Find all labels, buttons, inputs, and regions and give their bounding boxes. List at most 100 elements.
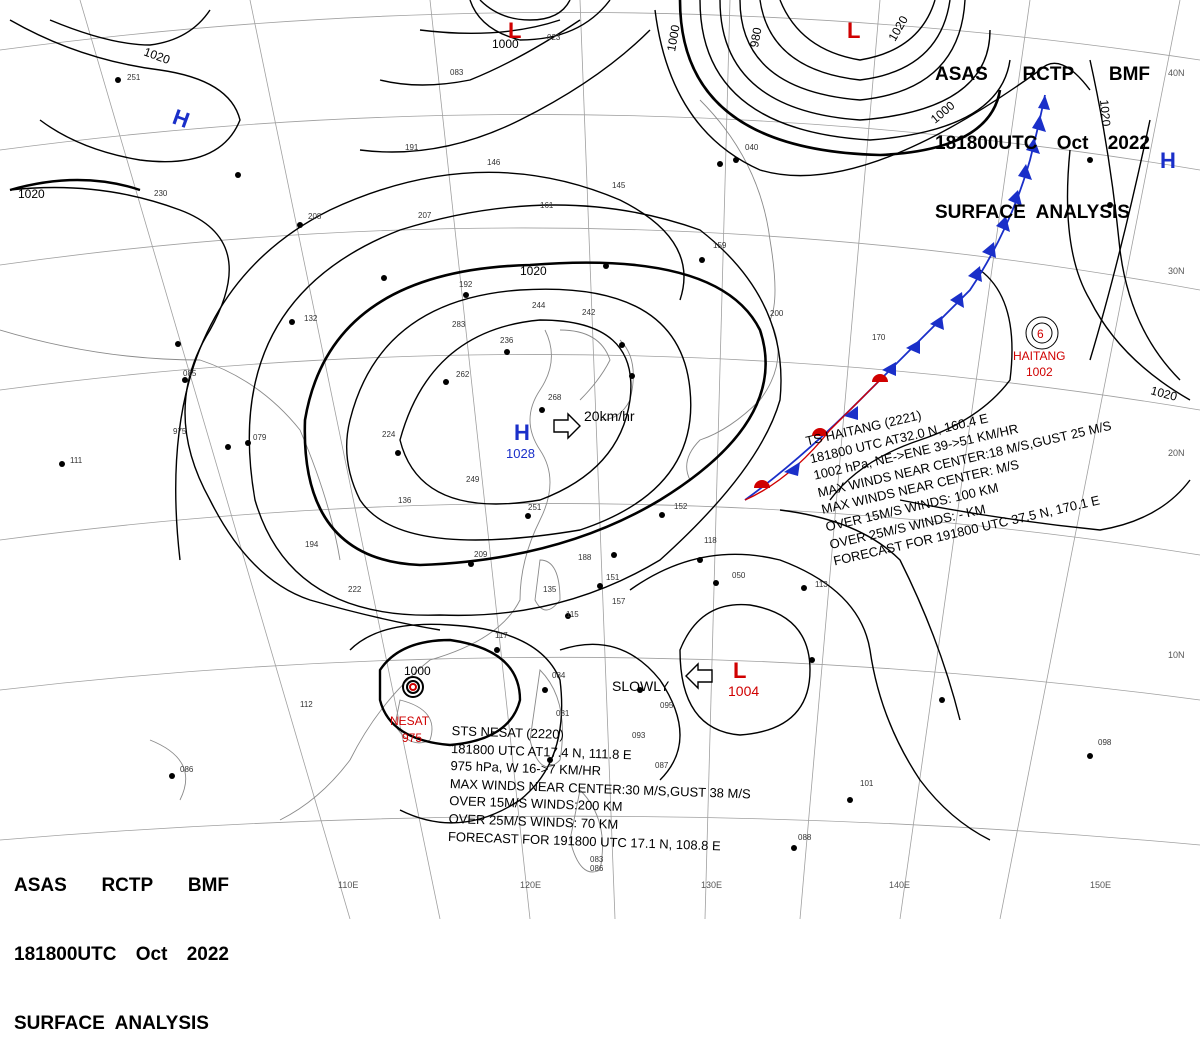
isobar-label: 1020 bbox=[18, 187, 45, 201]
high-pressure-icon: H bbox=[1160, 148, 1176, 173]
isobar-1024 bbox=[346, 288, 692, 541]
station-value: 268 bbox=[548, 393, 562, 402]
isobar-labels: 1000 1020 980 1000 1020 1020 1020 1020 1… bbox=[18, 13, 1179, 404]
station-value: 157 bbox=[612, 597, 626, 606]
lon-label: 150E bbox=[1090, 880, 1111, 890]
tropical-storm-icon: 6 bbox=[1025, 316, 1059, 350]
isobar-nw-top bbox=[9, 19, 241, 163]
station-value: 151 bbox=[606, 573, 620, 582]
station-value: 230 bbox=[154, 189, 168, 198]
station-value: 975 bbox=[173, 427, 187, 436]
low-pressure-icon: L bbox=[847, 18, 861, 43]
station-value: 146 bbox=[487, 158, 501, 167]
svg-text:6: 6 bbox=[1037, 327, 1044, 341]
nesat-center-isobar: 1000 bbox=[404, 664, 431, 678]
station-value: 083 bbox=[590, 855, 604, 864]
station-value: 095 bbox=[660, 701, 674, 710]
high-pressure-icon: H bbox=[514, 420, 530, 445]
station-value: 112 bbox=[300, 700, 313, 709]
station-value: 192 bbox=[459, 280, 473, 289]
lat-label: 10N bbox=[1168, 650, 1185, 660]
nesat-name: NESAT bbox=[390, 714, 430, 728]
station-values: 023 083 191 207 146 161 145 192 244 242 … bbox=[70, 33, 1112, 873]
station-value: 023 bbox=[547, 33, 561, 42]
isobar-1012 bbox=[175, 171, 685, 561]
station-value: 262 bbox=[456, 370, 470, 379]
station-value: 101 bbox=[860, 779, 874, 788]
station-value: 115 bbox=[566, 610, 579, 619]
haitang-pressure: 1002 bbox=[1026, 365, 1053, 379]
header-title: SURFACE ANALYSIS bbox=[935, 202, 1130, 223]
lat-lon-labels: 110E 120E 130E 140E 150E 10N 20N 30N 40N bbox=[338, 68, 1185, 890]
isobar-1020-nw bbox=[9, 178, 141, 192]
station-value: 251 bbox=[528, 503, 542, 512]
station-value: 209 bbox=[474, 550, 488, 559]
station-value: 086 bbox=[590, 864, 604, 873]
isobar-label: 1000 bbox=[664, 23, 682, 52]
low-pressure-value: 1004 bbox=[728, 683, 760, 699]
isobar-label: 1020 bbox=[520, 264, 547, 278]
isobar-1020 bbox=[303, 261, 767, 567]
station-value: 117 bbox=[495, 631, 508, 640]
station-value: 251 bbox=[127, 73, 141, 82]
station-value: 194 bbox=[305, 540, 319, 549]
station-value: 132 bbox=[304, 314, 318, 323]
station-value: 236 bbox=[500, 336, 514, 345]
high-pressure-value: 1028 bbox=[506, 446, 535, 461]
low-motion-label: SLOWLY bbox=[612, 678, 670, 694]
station-value: 083 bbox=[450, 68, 464, 77]
station-value: 242 bbox=[582, 308, 596, 317]
header-year: 2022 bbox=[1107, 133, 1150, 154]
lon-label: 120E bbox=[520, 880, 541, 890]
station-value: 079 bbox=[253, 433, 267, 442]
station-value: 159 bbox=[713, 241, 727, 250]
lat-lon-grid bbox=[0, 0, 1200, 919]
isobar-1028-inner bbox=[399, 319, 632, 505]
station-value: 136 bbox=[398, 496, 412, 505]
station-value: 118 bbox=[704, 536, 717, 545]
station-value: 244 bbox=[532, 301, 546, 310]
header-row: ASAS RCTP BMF bbox=[14, 874, 229, 897]
station-value: 111 bbox=[70, 456, 83, 465]
station-value: 152 bbox=[674, 502, 688, 511]
low-pressure-icon: L bbox=[508, 18, 522, 43]
nesat-advisory: STS NESAT (2220) 181800 UTC AT17.4 N, 11… bbox=[448, 722, 753, 856]
isobar-label: 980 bbox=[747, 26, 764, 48]
station-value: 161 bbox=[540, 201, 554, 210]
map-header-bottom-left: ASAS RCTP BMF 181800UTC Oct 2022 SURFACE… bbox=[14, 828, 229, 1058]
station-value: 145 bbox=[612, 181, 626, 190]
map-header-top-right: ASAS RCTP BMF 181800UTC Oct 2022 SURFACE… bbox=[935, 17, 1150, 247]
motion-arrow-icon bbox=[553, 412, 713, 690]
header-row: ASAS RCTP BMF bbox=[935, 63, 1150, 86]
header-month: Oct bbox=[135, 944, 168, 965]
high-motion-label: 20km/hr bbox=[584, 408, 635, 424]
station-value: 170 bbox=[872, 333, 886, 342]
station-value: 200 bbox=[770, 309, 784, 318]
station-value: 085 bbox=[183, 369, 197, 378]
isobar-1016 bbox=[248, 204, 782, 617]
isobar-label: 1020 bbox=[1149, 383, 1179, 404]
header-center: RCTP bbox=[101, 875, 154, 896]
station-value: 050 bbox=[732, 571, 746, 580]
lon-label: 140E bbox=[889, 880, 910, 890]
warm-front-icon bbox=[754, 374, 888, 488]
header-year: 2022 bbox=[186, 944, 229, 965]
isobars bbox=[9, 0, 1191, 841]
station-value: 222 bbox=[348, 585, 362, 594]
header-region: ASAS bbox=[14, 875, 67, 896]
header-row: 181800UTC Oct 2022 bbox=[14, 943, 229, 966]
station-value: 098 bbox=[1098, 738, 1112, 747]
nesat-pressure: 975 bbox=[402, 731, 423, 745]
isobar-label: 1000 bbox=[492, 37, 519, 51]
station-value: 084 bbox=[552, 671, 566, 680]
isobar-label: 1020 bbox=[142, 45, 172, 67]
station-value: 081 bbox=[556, 709, 570, 718]
header-bulletin: BMF bbox=[187, 875, 229, 896]
station-value: 113 bbox=[815, 580, 828, 589]
station-value: 224 bbox=[382, 430, 396, 439]
lat-label: 30N bbox=[1168, 266, 1185, 276]
low-pressure-icon: L bbox=[733, 658, 747, 683]
tropical-storm-icon bbox=[402, 676, 424, 698]
station-value: 040 bbox=[745, 143, 759, 152]
station-value: 283 bbox=[452, 320, 466, 329]
